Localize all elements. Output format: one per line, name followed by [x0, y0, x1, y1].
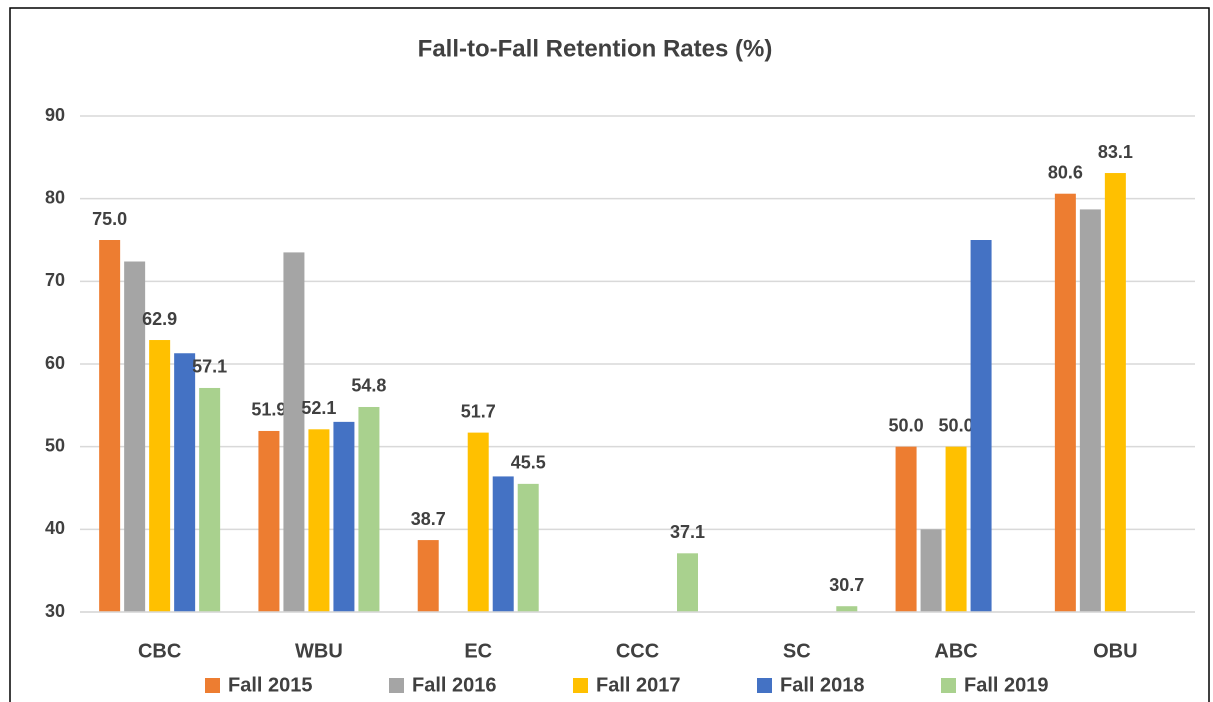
bar: [308, 429, 330, 612]
bar: [920, 529, 942, 612]
legend-label: Fall 2018: [780, 674, 865, 696]
bar: [895, 446, 917, 612]
legend-label: Fall 2017: [596, 674, 681, 696]
bar: [970, 240, 992, 612]
bar: [258, 430, 280, 612]
legend-swatch: [941, 678, 956, 693]
bar: [945, 446, 967, 612]
bar: [333, 421, 355, 612]
bar: [836, 606, 858, 612]
y-tick-label: 60: [45, 353, 65, 373]
data-label: 83.1: [1098, 142, 1133, 162]
chart-frame: [9, 7, 1210, 702]
y-tick-label: 90: [45, 105, 65, 125]
x-tick-label: EC: [464, 640, 492, 662]
data-label: 30.7: [829, 575, 864, 595]
y-tick-label: 80: [45, 187, 65, 207]
bar: [149, 340, 171, 612]
legend-label: Fall 2016: [412, 674, 497, 696]
x-tick-label: CCC: [616, 640, 659, 662]
bar: [677, 553, 698, 612]
y-tick-label: 40: [45, 518, 65, 538]
x-tick-label: WBU: [295, 640, 343, 662]
data-label: 75.0: [92, 209, 127, 229]
x-tick-label: CBC: [138, 640, 181, 662]
bar: [417, 540, 439, 612]
legend-label: Fall 2019: [964, 674, 1049, 696]
data-label: 57.1: [192, 357, 227, 377]
bar: [99, 240, 121, 612]
bar: [492, 476, 514, 612]
data-label: 52.1: [301, 398, 336, 418]
legend-swatch: [573, 678, 588, 693]
data-label: 51.9: [251, 400, 286, 420]
x-tick-label: OBU: [1093, 640, 1137, 662]
y-tick-label: 70: [45, 270, 65, 290]
data-label: 45.5: [511, 453, 546, 473]
bar: [517, 483, 539, 612]
bar: [283, 252, 305, 612]
data-label: 62.9: [142, 309, 177, 329]
legend-swatch: [389, 678, 404, 693]
bar: [174, 353, 196, 612]
bar: [467, 432, 489, 612]
y-tick-label: 30: [45, 601, 65, 621]
legend-swatch: [757, 678, 772, 693]
bar: [1054, 193, 1076, 612]
legend-swatch: [205, 678, 220, 693]
data-label: 38.7: [411, 509, 446, 529]
data-label: 37.1: [670, 522, 705, 542]
x-tick-label: ABC: [934, 640, 977, 662]
data-label: 80.6: [1048, 162, 1083, 182]
y-tick-label: 50: [45, 435, 65, 455]
bar: [358, 406, 380, 612]
bar: [124, 261, 146, 612]
data-label: 51.7: [461, 401, 496, 421]
data-label: 50.0: [939, 415, 974, 435]
legend-label: Fall 2015: [228, 674, 313, 696]
bar: [199, 387, 221, 612]
bar: [1079, 209, 1101, 612]
data-label: 50.0: [889, 415, 924, 435]
x-tick-label: SC: [783, 640, 811, 662]
chart-title: Fall-to-Fall Retention Rates (%): [418, 35, 773, 62]
bar: [1104, 173, 1126, 613]
data-label: 54.8: [351, 376, 386, 396]
